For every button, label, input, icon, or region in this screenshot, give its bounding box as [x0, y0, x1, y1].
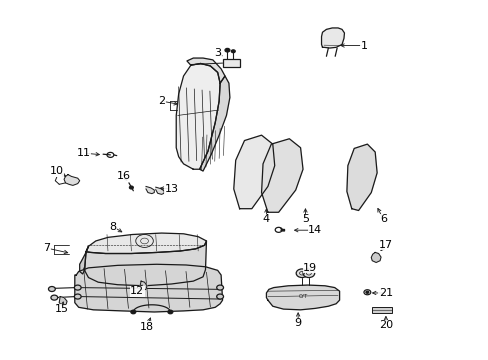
Circle shape [74, 285, 81, 290]
Text: 6: 6 [379, 215, 386, 224]
Circle shape [216, 294, 223, 299]
Text: 11: 11 [77, 148, 90, 158]
Polygon shape [370, 252, 380, 262]
Polygon shape [346, 144, 376, 211]
Text: 20: 20 [378, 320, 392, 330]
Polygon shape [321, 28, 344, 48]
Text: CYT: CYT [298, 294, 307, 300]
Text: 5: 5 [301, 215, 308, 224]
Text: 16: 16 [117, 171, 131, 181]
Text: 7: 7 [43, 243, 50, 253]
Text: 21: 21 [378, 288, 392, 298]
Circle shape [51, 295, 58, 300]
Text: 2: 2 [158, 96, 165, 106]
Text: 4: 4 [263, 215, 269, 224]
Bar [371, 307, 391, 314]
Circle shape [129, 186, 133, 189]
Circle shape [131, 310, 136, 314]
Circle shape [303, 269, 314, 278]
Polygon shape [266, 285, 339, 310]
Circle shape [296, 269, 307, 278]
Text: 13: 13 [164, 184, 178, 194]
Circle shape [224, 48, 229, 52]
Polygon shape [80, 246, 88, 274]
Text: 9: 9 [294, 319, 301, 328]
Circle shape [48, 287, 55, 292]
Text: 8: 8 [109, 222, 116, 231]
Text: 3: 3 [214, 48, 221, 58]
Polygon shape [233, 135, 274, 209]
Polygon shape [64, 175, 80, 185]
Text: 1: 1 [360, 41, 366, 50]
Text: 19: 19 [303, 263, 317, 273]
Polygon shape [146, 186, 154, 194]
Bar [222, 59, 239, 67]
Circle shape [167, 310, 172, 314]
Polygon shape [59, 297, 67, 306]
Polygon shape [140, 281, 147, 290]
Circle shape [231, 50, 235, 53]
Circle shape [74, 294, 81, 299]
Polygon shape [261, 139, 303, 212]
Text: 12: 12 [130, 286, 144, 296]
Polygon shape [84, 241, 206, 286]
Polygon shape [86, 233, 206, 253]
Text: 15: 15 [55, 304, 68, 314]
Polygon shape [156, 187, 163, 194]
Text: 14: 14 [307, 225, 322, 235]
Polygon shape [75, 264, 222, 312]
Polygon shape [176, 63, 220, 169]
Polygon shape [186, 58, 224, 83]
Text: 10: 10 [50, 166, 63, 176]
Text: 17: 17 [378, 239, 392, 249]
Polygon shape [199, 76, 229, 171]
Circle shape [216, 285, 223, 290]
Circle shape [365, 291, 368, 293]
Text: 18: 18 [140, 322, 154, 332]
